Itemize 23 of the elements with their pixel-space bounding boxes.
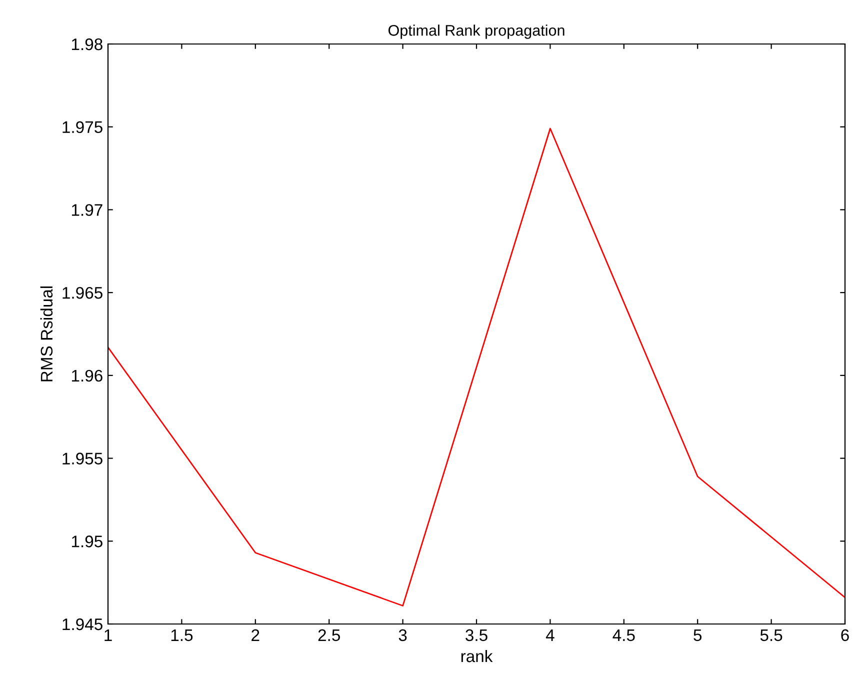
x-tick-label: 2.5 [318,629,340,642]
x-tick-label: 3 [398,629,407,642]
y-tick-label: 1.945 [62,618,102,630]
chart-title: Optimal Rank propagation [388,24,564,39]
y-tick-label: 1.975 [62,121,102,134]
x-tick-label: 3.5 [466,629,488,642]
line-series [108,128,845,606]
x-tick-label: 5 [694,629,702,642]
y-tick-label: 1.955 [62,452,102,464]
x-tick-label: 2 [252,629,260,641]
y-tick-label: 1.98 [72,38,102,50]
y-tick-label: 1.95 [72,536,102,548]
x-tick-label: 5.5 [760,629,782,642]
x-tick-label: 6 [841,629,849,642]
x-tick-label: 4.5 [612,629,635,642]
y-tick-label: 1.97 [72,204,102,216]
x-tick-label: 1 [104,629,112,641]
y-tick-label: 1.965 [62,286,102,299]
x-tick-label: 1.5 [171,629,193,642]
y-axis-title: RMS Rsidual [40,286,53,382]
y-tick-label: 1.96 [72,370,102,382]
x-tick-label: 4 [546,629,554,641]
x-axis-title: rank [461,650,493,662]
